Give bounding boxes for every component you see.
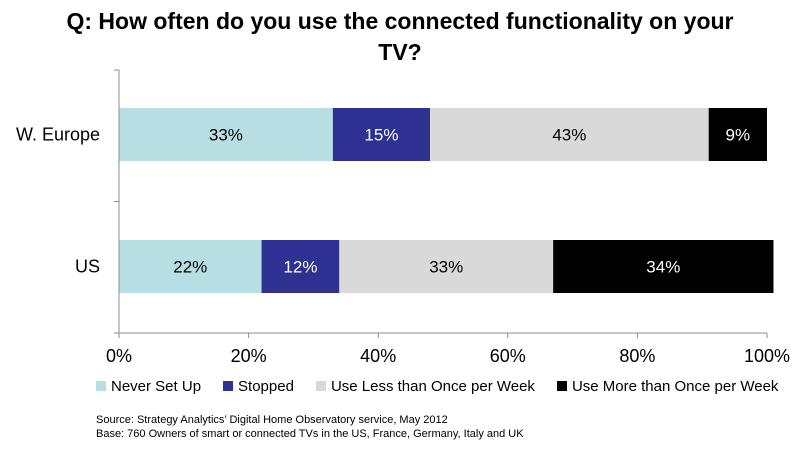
category-label: US: [75, 257, 100, 277]
legend-swatch: [96, 381, 106, 391]
x-tick-label: 60%: [490, 346, 526, 366]
data-label: 33%: [209, 126, 243, 145]
x-tick-label: 80%: [619, 346, 655, 366]
bar-w-europe-use-more-than-once-per-week: [708, 108, 767, 161]
legend-item-use-less-than-once-per-week: Use Less than Once per Week: [315, 377, 535, 395]
x-tick-label: 20%: [231, 346, 267, 366]
bar-w-europe-stopped: [332, 108, 431, 161]
chart-title: Q: How often do you use the connected fu…: [66, 8, 734, 65]
legend-swatch: [315, 381, 326, 391]
source-note: Source: Strategy Analytics’ Digital Home…: [96, 414, 448, 426]
legend-item-stopped: Stopped: [223, 378, 294, 395]
legend-label: Use More than Once per Week: [571, 377, 779, 395]
bar-w-europe-use-less-than-once-per-week: [430, 108, 709, 161]
x-tick-label: 40%: [360, 346, 396, 366]
x-tick-label: 100%: [744, 346, 790, 366]
bar-us-use-less-than-once-per-week: [339, 240, 554, 293]
data-label: 33%: [429, 258, 463, 277]
base-note: Base: 760 Owners of smart or connected T…: [96, 428, 524, 440]
data-label: 15%: [364, 126, 398, 145]
legend-swatch: [223, 381, 234, 391]
data-label: 12%: [283, 258, 317, 277]
bar-us-never-set-up: [119, 240, 262, 293]
bar-us-use-more-than-once-per-week: [553, 240, 774, 293]
legend-swatch: [556, 381, 567, 391]
x-tick-label: 0%: [106, 346, 132, 366]
stacked-bar-chart: 33% 15% 43% 9% W. Europe 22% 12% 33% 34% US 0% 20% 4…: [16, 69, 790, 366]
legend-label: Stopped: [238, 377, 294, 395]
data-label: 9%: [726, 126, 751, 145]
legend-label: Use Less than Once per Week: [330, 377, 535, 395]
data-label: 43%: [552, 126, 586, 145]
legend-item-use-more-than-once-per-week: Use More than Once per Week: [556, 377, 779, 395]
bar-w-europe-never-set-up: [119, 108, 333, 161]
legend-item-never-set-up: Never Set Up: [96, 378, 201, 395]
legend-label: Never Set Up: [111, 377, 202, 395]
data-label: 34%: [646, 258, 680, 277]
data-label: 22%: [173, 258, 207, 277]
chart-legend: Never Set Up Stopped Use Less than Once pe…: [96, 376, 778, 396]
bar-us-stopped: [261, 240, 340, 293]
category-label: W. Europe: [16, 125, 100, 145]
